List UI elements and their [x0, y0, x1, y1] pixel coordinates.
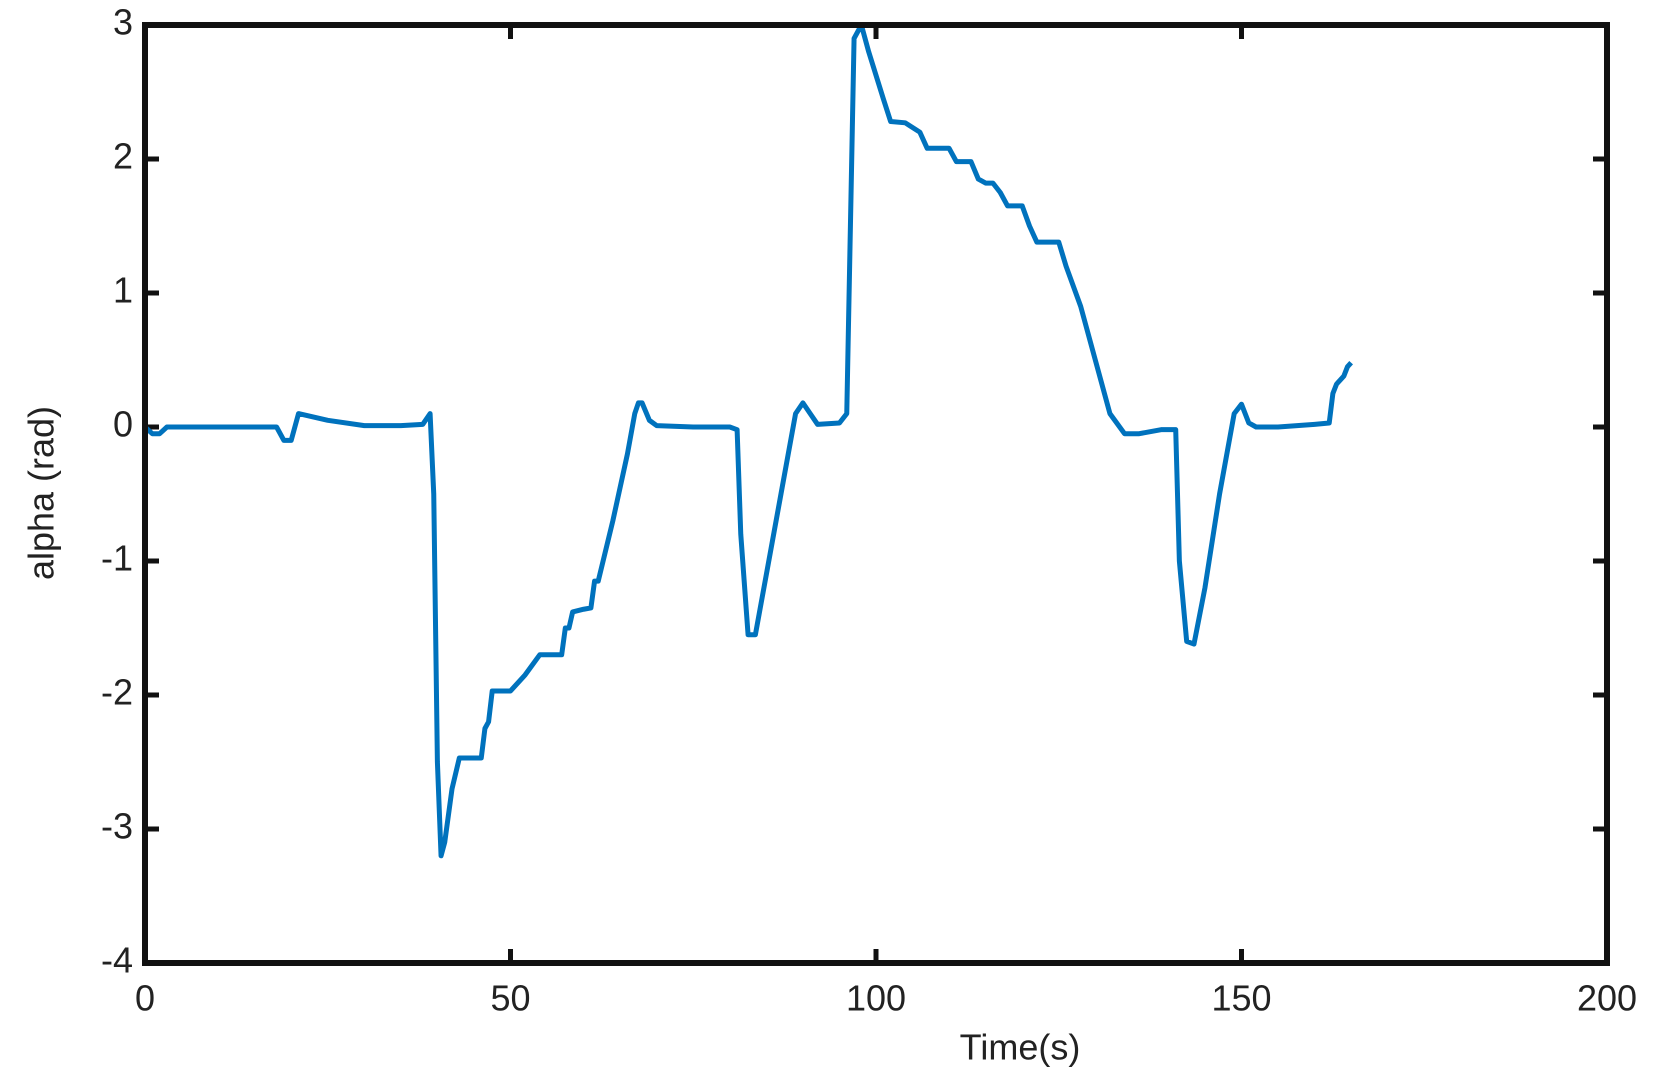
x-tick-label: 50	[490, 978, 530, 1019]
y-tick-label: 0	[113, 404, 133, 445]
y-tick-label: -1	[101, 538, 133, 579]
y-tick-label: 2	[113, 136, 133, 177]
y-tick-label: 3	[113, 2, 133, 43]
x-axis-label: Time(s)	[960, 1027, 1081, 1068]
x-tick-label: 150	[1211, 978, 1271, 1019]
y-axis-label: alpha (rad)	[21, 406, 62, 580]
x-tick-label: 0	[135, 978, 155, 1019]
y-tick-label: -3	[101, 806, 133, 847]
x-tick-label: 100	[846, 978, 906, 1019]
y-tick-label: -2	[101, 672, 133, 713]
data-line	[143, 22, 1353, 859]
y-tick-label: -4	[101, 940, 133, 981]
plot-frame	[142, 22, 1610, 966]
x-tick-label: 200	[1577, 978, 1637, 1019]
y-tick-label: 1	[113, 270, 133, 311]
